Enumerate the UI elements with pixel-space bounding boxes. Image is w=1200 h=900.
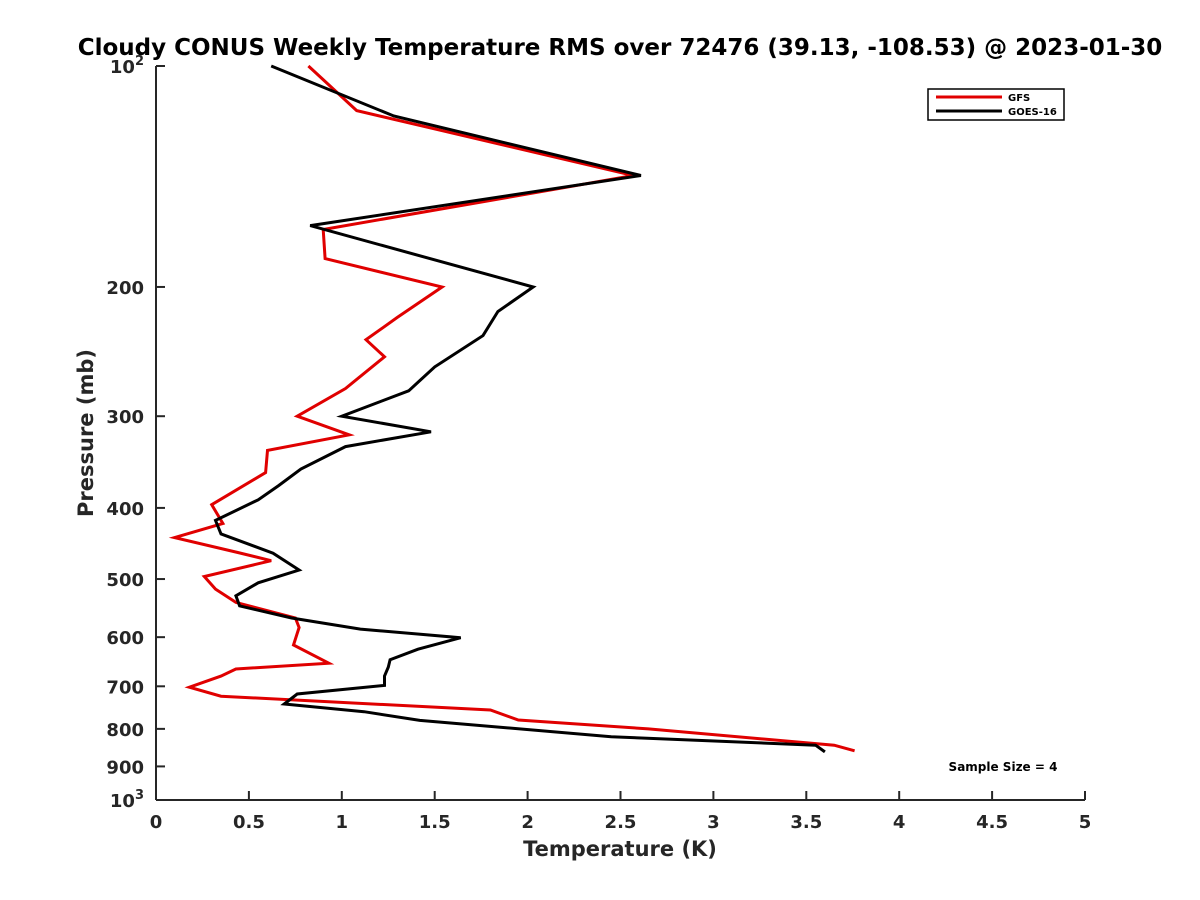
x-tick-label: 4.5	[976, 812, 1008, 833]
x-tick-label: 3.5	[790, 812, 822, 833]
y-tick-label: 500	[106, 570, 144, 591]
ticks-layer: 0 0.5 1 1.5 2 2.5 3 3.5 4 4.5 5 102 200 300 400 500 600 7…	[106, 54, 1091, 833]
x-tick-label: 3	[707, 812, 720, 833]
x-tick-label: 0	[150, 812, 163, 833]
x-tick-label: 0.5	[233, 812, 265, 833]
y-tick-label: 102	[110, 54, 144, 78]
legend: GFS GOES-16	[927, 88, 1065, 121]
series-line-goes-16	[213, 64, 826, 754]
x-tick-label: 2	[521, 812, 534, 833]
legend-box	[927, 88, 1065, 121]
y-tick-label: 900	[106, 757, 144, 778]
y-axis-label: Pressure (mb)	[74, 349, 98, 517]
y-tick-label: 200	[106, 278, 144, 299]
series-line-gfs	[168, 64, 855, 753]
y-tick-label: 400	[106, 499, 144, 520]
x-axis-label: Temperature (K)	[523, 837, 717, 861]
legend-entry: GOES-16	[1008, 107, 1057, 118]
x-tick-label: 1	[336, 812, 349, 833]
x-tick-label: 4	[893, 812, 906, 833]
y-tick-label: 800	[106, 720, 144, 741]
y-tick-label: 700	[106, 677, 144, 698]
y-tick-label: 300	[106, 407, 144, 428]
y-tick-label: 600	[106, 628, 144, 649]
legend-entry: GFS	[1008, 93, 1030, 104]
x-tick-label: 5	[1079, 812, 1092, 833]
x-tick-label: 2.5	[605, 812, 637, 833]
x-tick-label: 1.5	[419, 812, 451, 833]
chart-title: Cloudy CONUS Weekly Temperature RMS over…	[78, 35, 1163, 61]
series-layer	[168, 64, 855, 754]
axes	[155, 66, 1085, 801]
y-tick-label: 103	[110, 788, 144, 812]
sample-size-annotation: Sample Size = 4	[949, 760, 1058, 774]
